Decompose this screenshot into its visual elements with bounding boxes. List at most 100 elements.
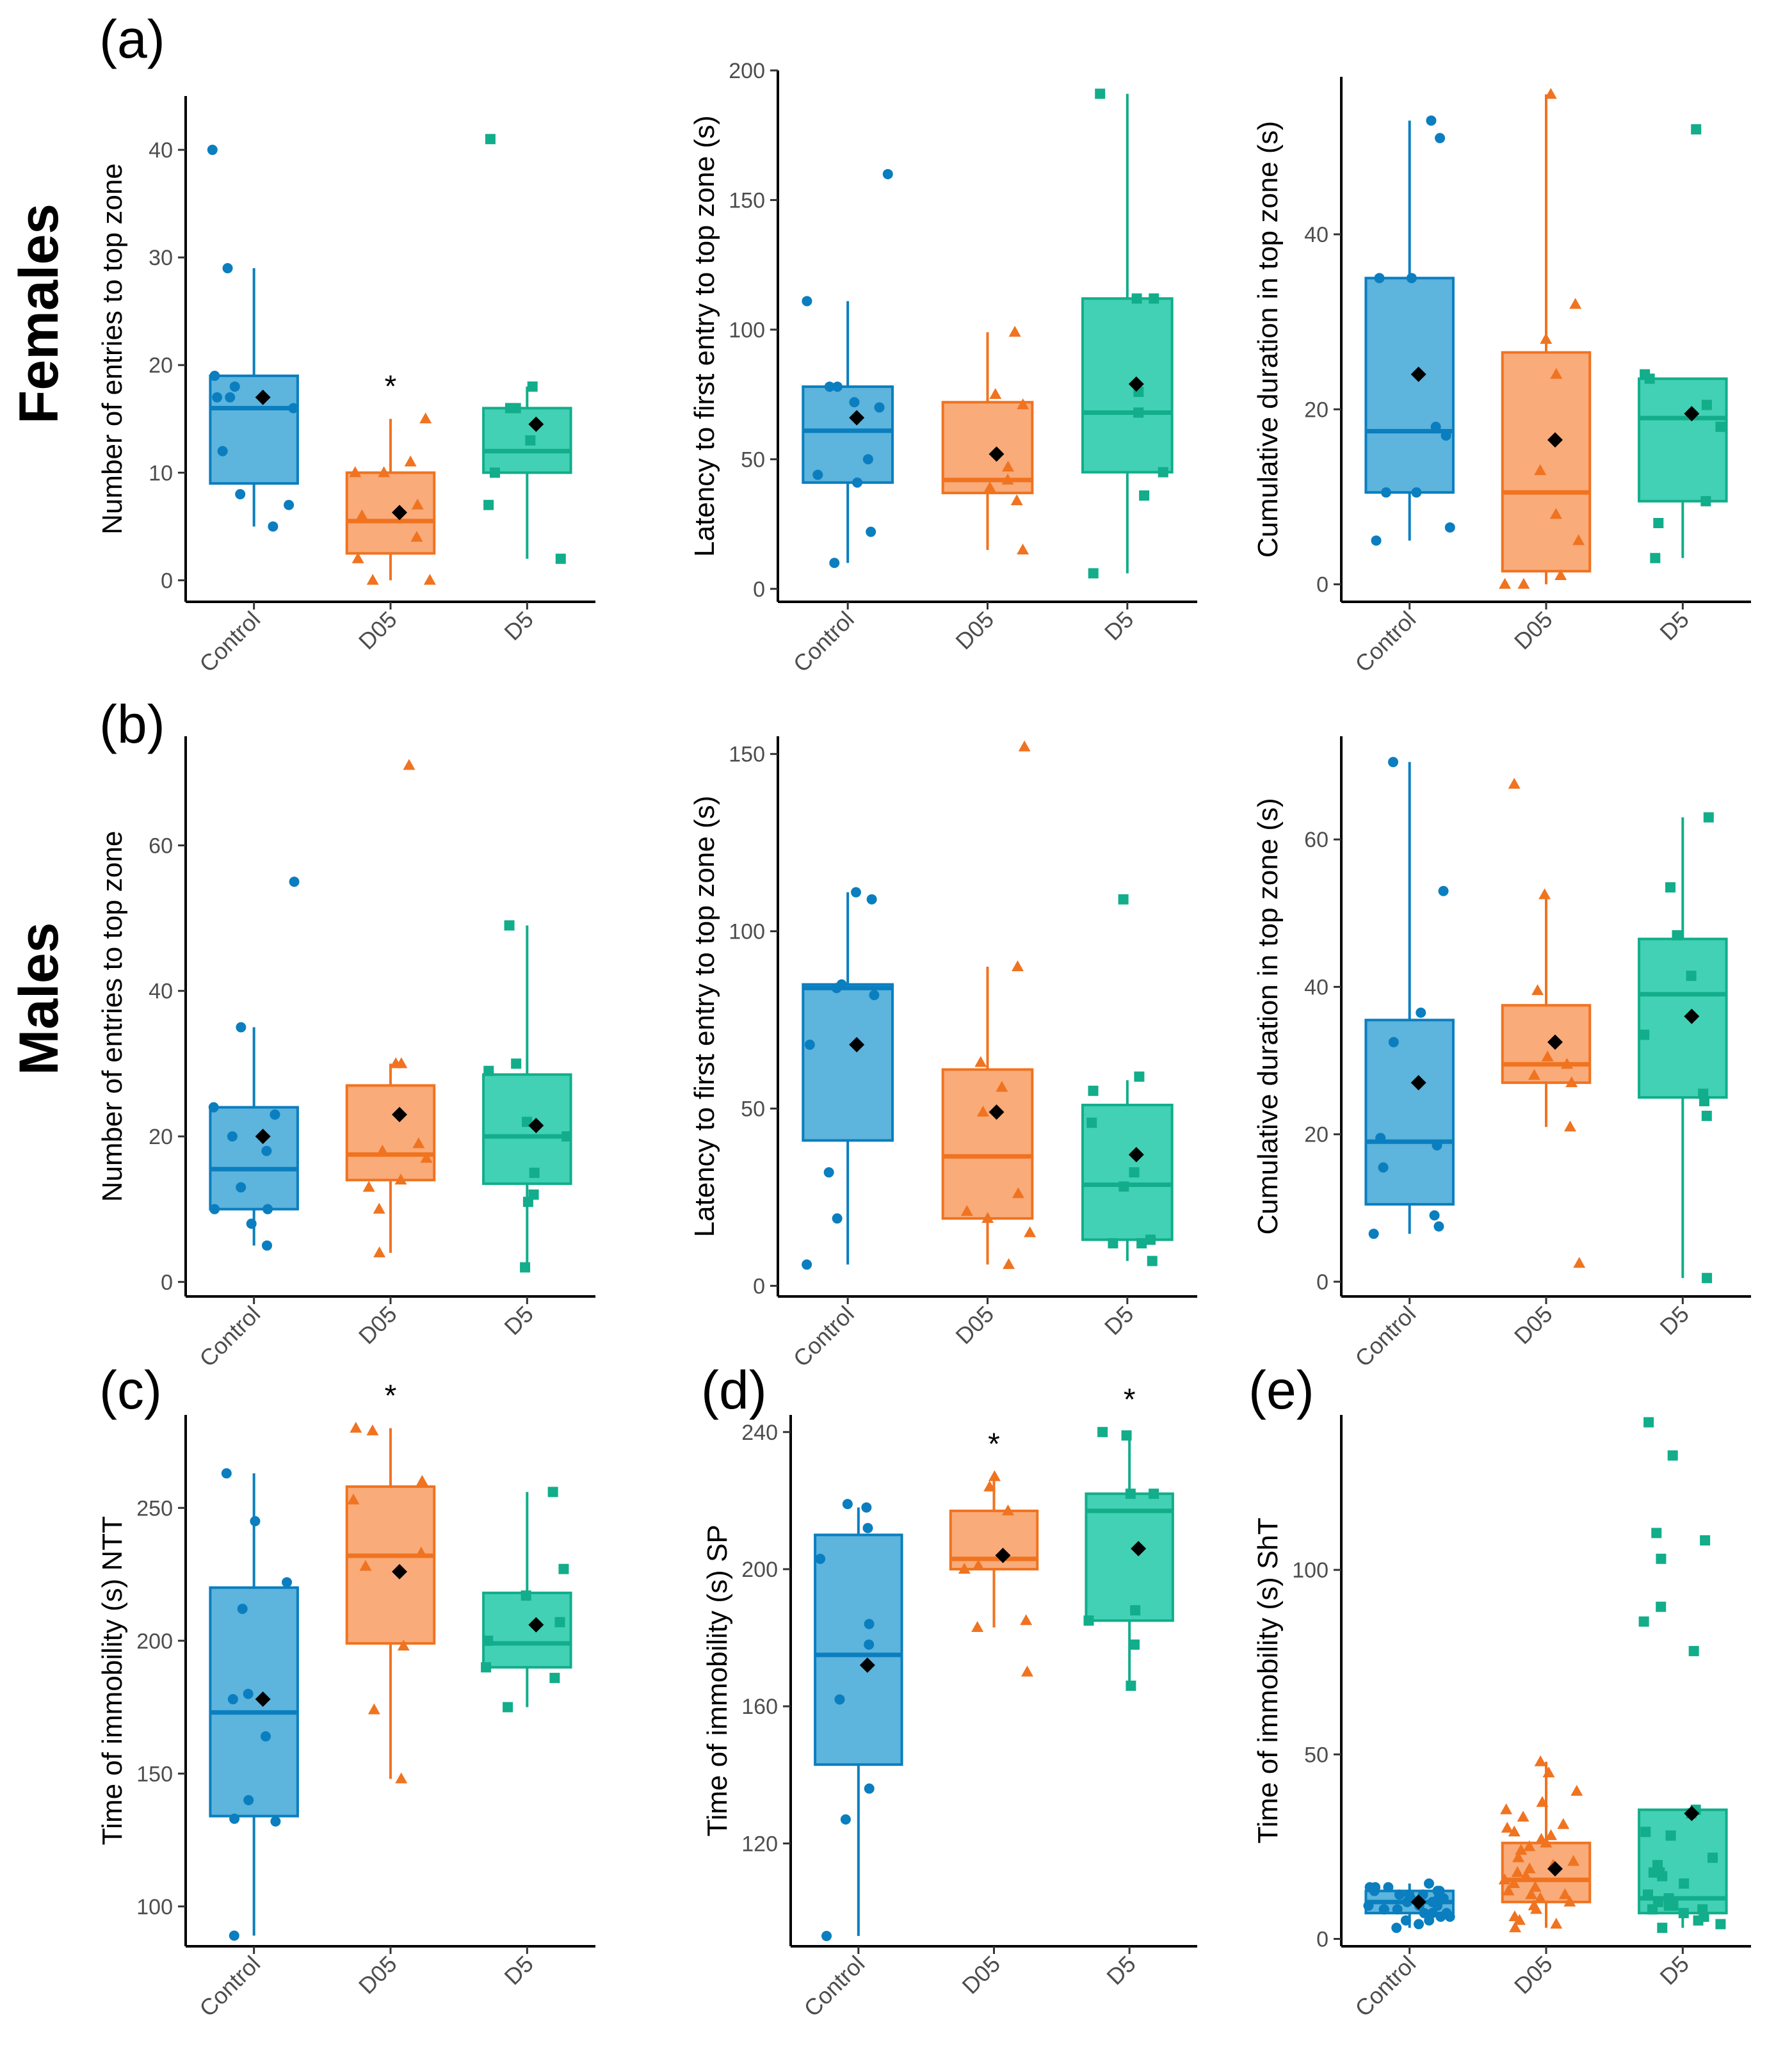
data-point [1129,1639,1140,1650]
box-d05 [1498,1755,1592,1933]
y-tick-label: 200 [729,59,765,83]
data-point [1002,460,1015,472]
x-tick-label-d05: D05 [353,1951,402,1999]
data-point [1534,464,1547,475]
data-point [1424,1915,1435,1926]
box-d05 [941,325,1034,555]
x-tick-label-d05: D05 [1509,606,1558,655]
data-point [1130,1605,1141,1616]
data-point [483,1635,494,1646]
data-point [243,1795,254,1805]
data-point [1647,1904,1658,1915]
data-point [270,1816,281,1827]
data-point [1500,1803,1513,1814]
data-point [410,531,423,542]
data-point [1411,487,1422,498]
data-point [217,446,228,456]
data-point [1517,577,1530,589]
data-point [420,1152,433,1163]
data-point [483,1065,494,1076]
box-iqr [1085,1492,1174,1622]
data-point [489,467,500,478]
data-point [282,1577,293,1588]
mean-marker [1410,1894,1426,1910]
box-iqr [1364,1019,1455,1206]
box-iqr [1364,277,1455,494]
data-point [1502,1884,1515,1896]
x-tick-label-control: Control [788,1301,859,1372]
data-point [1435,133,1446,143]
data-point [505,403,515,414]
panel-a1: (a) 0 10 20 30 40 Number of entries to top zon… [97,9,595,677]
data-point [397,1640,410,1651]
data-point [1498,1873,1511,1885]
data-point [1656,1553,1667,1564]
y-tick-label: 50 [741,1097,765,1121]
data-point [1570,1784,1583,1796]
data-point [411,498,424,510]
data-point [1426,115,1437,126]
data-point [1008,325,1021,337]
data-point [1701,1110,1712,1121]
row-label-females: Females [8,204,70,424]
data-point [529,1167,540,1178]
data-point [1391,1923,1402,1933]
data-point [1011,960,1024,971]
data-point [221,1468,232,1479]
x-tick-label-d5: D5 [1654,1951,1694,1990]
data-point [869,990,880,1001]
data-point [832,381,843,392]
mean-marker [528,1617,544,1633]
box-iqr [345,1485,436,1645]
data-point [1118,894,1129,905]
box-control [209,1468,299,1941]
data-point [1097,1426,1108,1437]
data-point [1700,1535,1711,1546]
significance-marker: * [988,1427,1000,1461]
x-tick-label-d5: D5 [499,606,538,646]
box-d05: * [345,369,436,585]
data-point [1513,1914,1526,1925]
x-tick-label-control: Control [194,606,265,677]
data-point [1561,1058,1574,1069]
data-point [349,466,362,478]
data-point [1139,490,1150,501]
data-point [1665,1830,1676,1841]
panel-d: (d) 120 160 200 240 Time of immobility (s) SP… [701,1360,1197,2022]
y-tick-label: 100 [1292,1558,1328,1583]
data-point [351,552,364,563]
box-d5 [1081,88,1174,579]
box-d05: * [949,1427,1039,1677]
y-axis-label: Cumulative duration in top zone (s) [1252,798,1284,1234]
y-tick-label: 250 [136,1496,173,1521]
data-point [237,1603,248,1614]
data-point [1375,1133,1386,1143]
y-tick-label: 20 [1304,1123,1328,1147]
data-point [802,296,812,307]
mean-marker [1547,1034,1563,1050]
y-tick-label: 150 [729,188,765,213]
data-point [1544,88,1557,99]
data-point [1416,1007,1426,1018]
data-point [481,1662,492,1673]
data-point [882,168,893,179]
data-point [504,920,515,931]
box-iqr [209,1586,299,1818]
data-point [268,521,278,532]
data-point [1536,1796,1549,1807]
mean-marker [1131,1540,1147,1556]
x-tick-label-control: Control [1350,1301,1421,1372]
data-point [1388,1037,1399,1047]
data-point [1444,522,1455,533]
y-tick-label: 0 [1316,1927,1328,1951]
x-tick-label-control: Control [788,606,859,677]
y-tick-label: 40 [1304,223,1328,247]
data-point [1530,1903,1543,1914]
data-point [1511,1866,1524,1877]
data-point [1648,1867,1659,1878]
data-point [815,1553,826,1564]
data-point [1010,494,1023,506]
data-point [350,1421,362,1433]
data-point [1700,496,1711,506]
